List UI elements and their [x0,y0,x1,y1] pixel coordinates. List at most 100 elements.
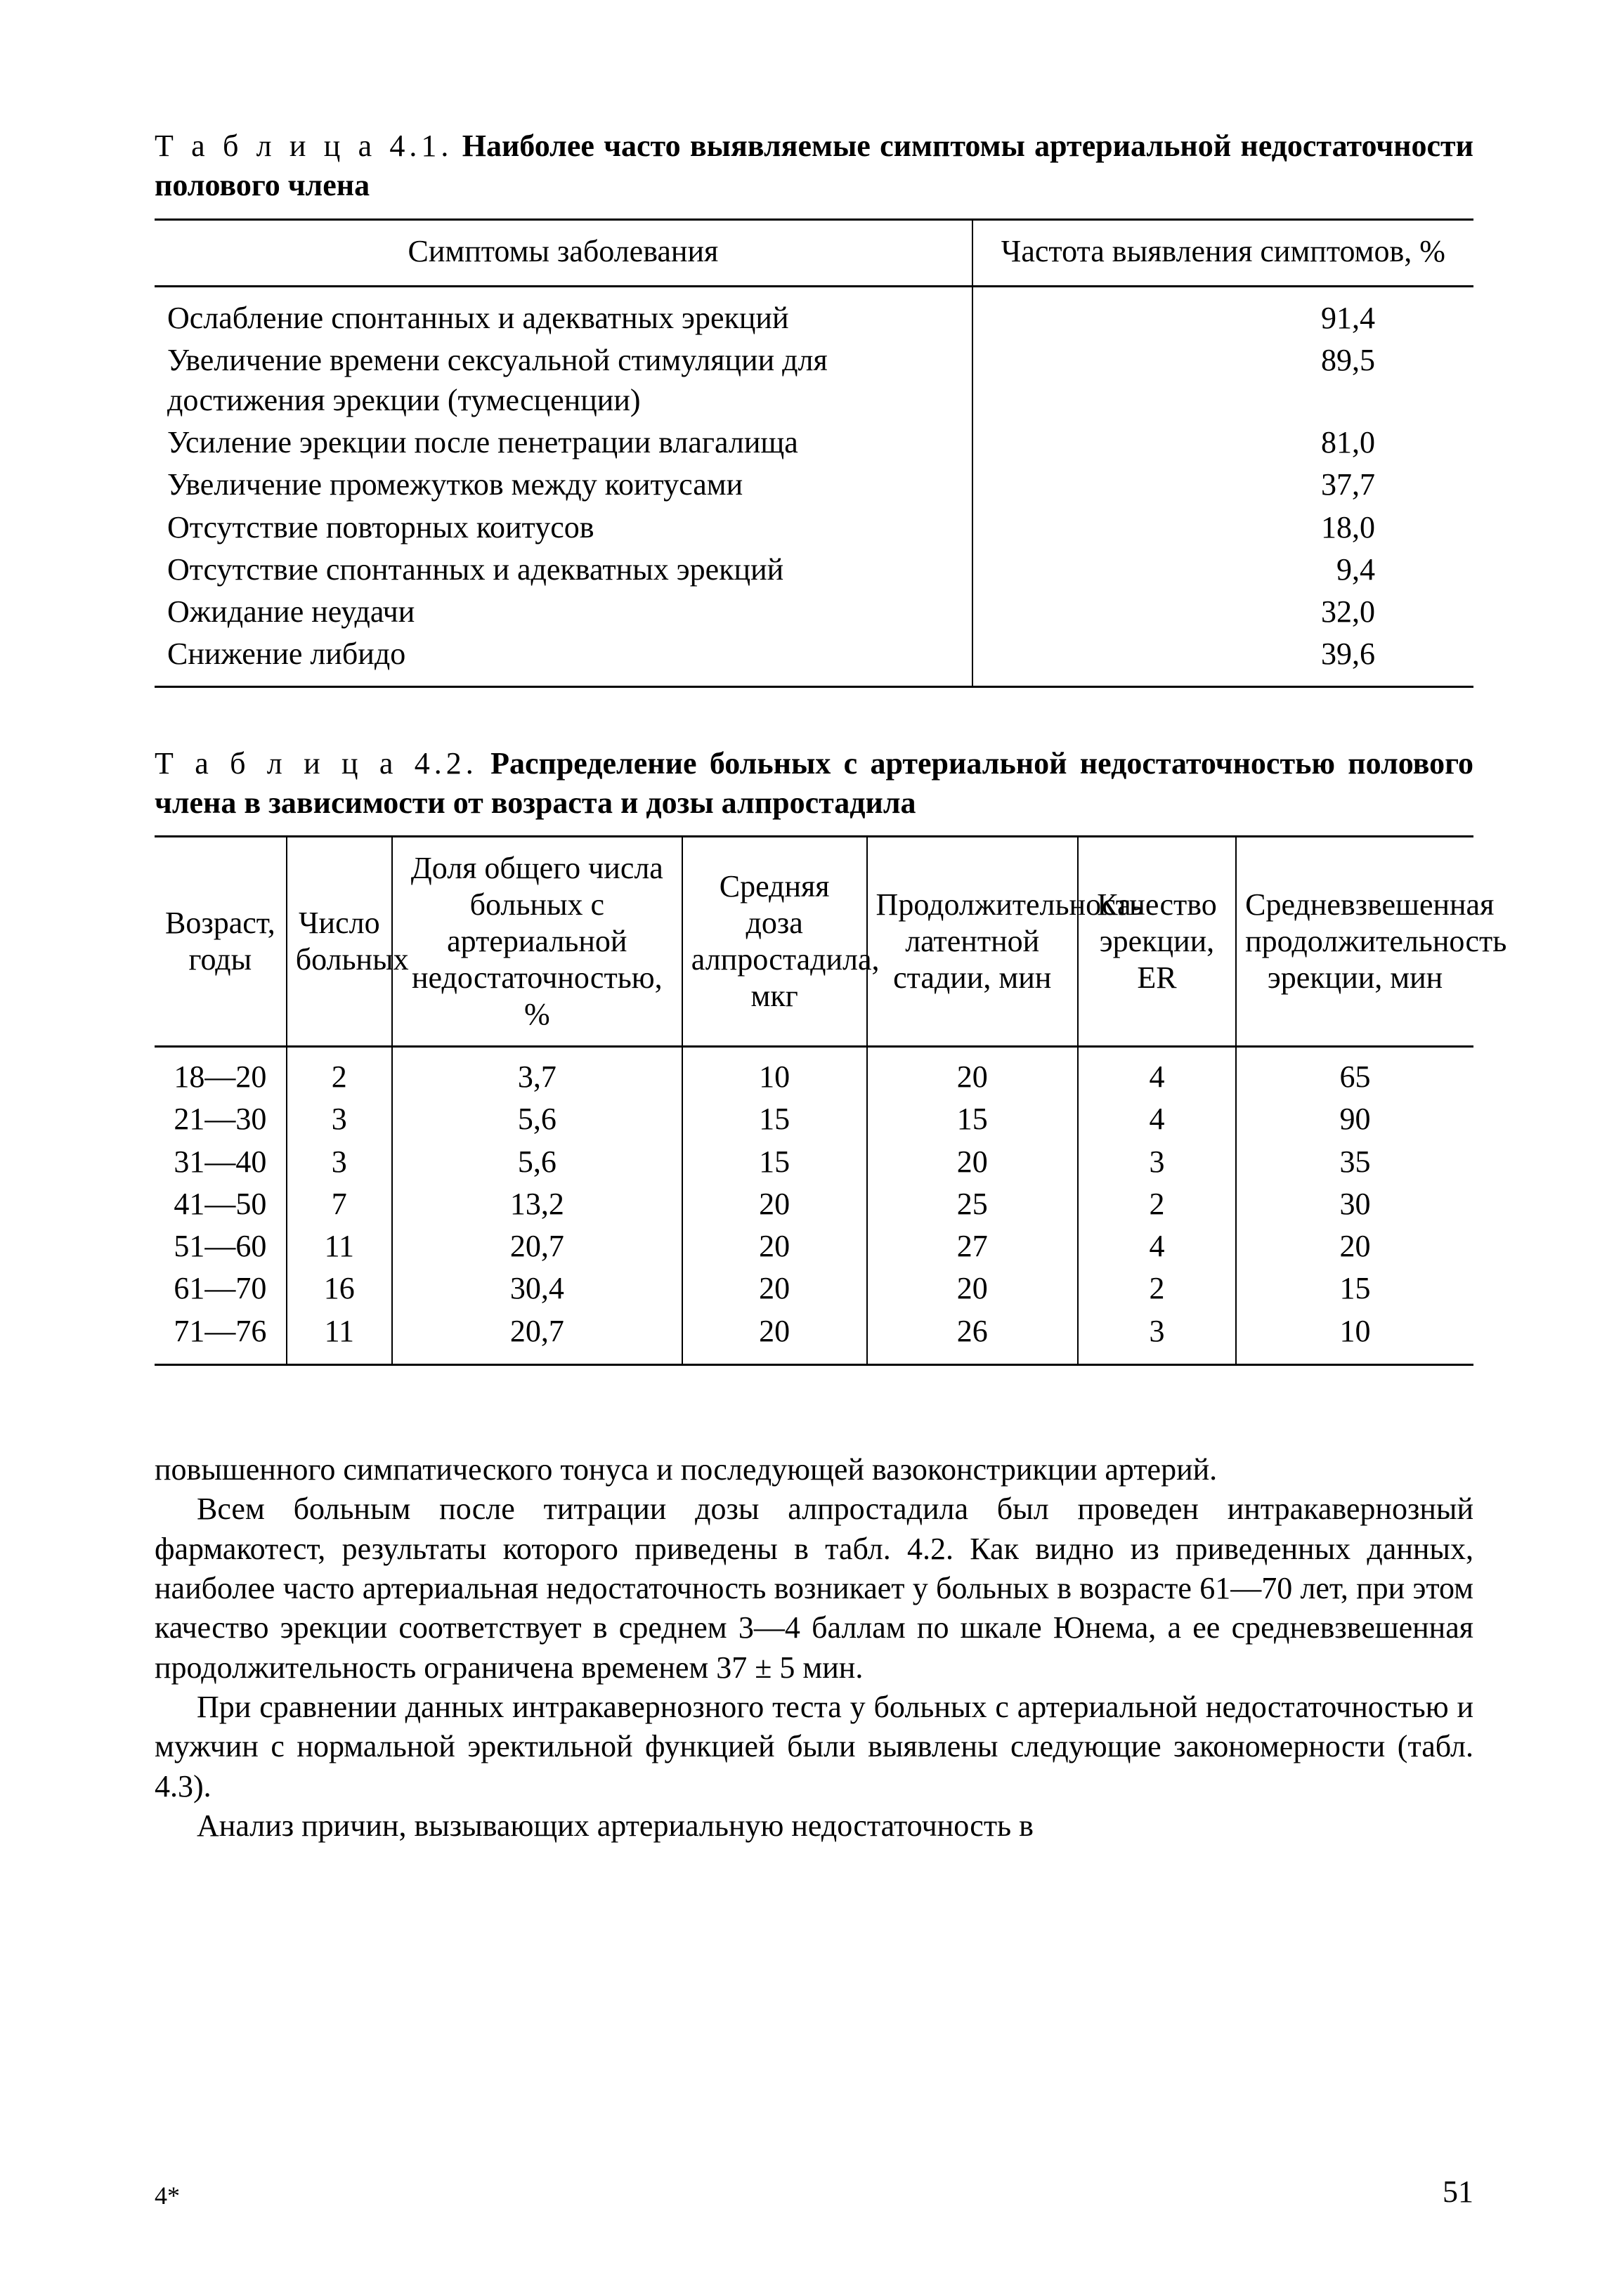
table-row: Ослабление спонтанных и адекватных эрекц… [155,286,1473,339]
table-row: 41—50713,22025230 [155,1183,1473,1225]
cell: 41—50 [155,1183,287,1225]
cell: 4 [1078,1225,1236,1267]
cell: 11 [287,1310,392,1365]
cell: 20,7 [392,1310,682,1365]
table-row: 61—701630,42020215 [155,1267,1473,1310]
body-text: повышенного симпатического тонуса и посл… [155,1450,1473,1846]
cell: 26 [867,1310,1078,1365]
table-4-2-col-age: Возраст, годы [155,837,287,1047]
table-row: 18—2023,71020465 [155,1046,1473,1098]
cell: 21—30 [155,1098,287,1140]
cell: 2 [287,1046,392,1098]
cell: 10 [682,1046,867,1098]
cell: 3,7 [392,1046,682,1098]
cell: 71—76 [155,1310,287,1365]
cell: 35 [1236,1141,1473,1183]
cell: 31—40 [155,1141,287,1183]
cell: 7 [287,1183,392,1225]
cell: 18—20 [155,1046,287,1098]
page-number: 51 [1443,2172,1473,2212]
cell: 20 [682,1267,867,1310]
cell: Увеличение времени сексуальной стимуляци… [155,339,972,422]
cell: 10 [1236,1310,1473,1365]
cell: 91,4 [972,286,1473,339]
cell: 20 [1236,1225,1473,1267]
cell: 30 [1236,1183,1473,1225]
table-4-2-caption: Т а б л и ц а 4.2. Распределение больных… [155,744,1473,823]
cell: Ожидание неудачи [155,591,972,633]
table-row: Увеличение времени сексуальной стимуляци… [155,339,1473,422]
table-row: Усиление эрекции после пенетрации влагал… [155,422,1473,464]
cell: 15 [1236,1267,1473,1310]
cell: 5,6 [392,1098,682,1140]
table-4-2-col-duration: Средневзвешенная продолжительность эрекц… [1236,837,1473,1047]
cell: 11 [287,1225,392,1267]
cell: 3 [287,1141,392,1183]
cell: Ослабление спонтанных и адекватных эрекц… [155,286,972,339]
table-row: 31—4035,61520335 [155,1141,1473,1183]
paragraph: повышенного симпатического тонуса и посл… [155,1450,1473,1489]
cell: 15 [682,1098,867,1140]
paragraph: Всем больным после титрации дозы алпрост… [155,1489,1473,1688]
cell: 2 [1078,1267,1236,1310]
table-4-1-label: Т а б л и ц а 4.1. [155,129,453,163]
cell: 4 [1078,1098,1236,1140]
cell: 89,5 [972,339,1473,422]
cell: 61—70 [155,1267,287,1310]
signature-mark: 4* [155,2179,180,2212]
cell: 20 [682,1225,867,1267]
table-4-1-col-freq: Частота выявления симптомов, % [972,219,1473,286]
cell: 20 [867,1141,1078,1183]
cell: 39,6 [972,633,1473,686]
table-4-2-col-n: Число больных [287,837,392,1047]
cell: 3 [1078,1310,1236,1365]
cell: 90 [1236,1098,1473,1140]
cell: 3 [287,1098,392,1140]
table-row: Отсутствие спонтанных и адекватных эрекц… [155,549,1473,591]
table-row: Отсутствие повторных коитусов18,0 [155,507,1473,549]
paragraph: Анализ причин, вызывающих артериальную н… [155,1806,1473,1846]
cell: 16 [287,1267,392,1310]
table-4-1-caption: Т а б л и ц а 4.1. Наиболее часто выявля… [155,126,1473,206]
cell: 20,7 [392,1225,682,1267]
cell: 30,4 [392,1267,682,1310]
table-4-2: Возраст, годы Число больных Доля общего … [155,835,1473,1366]
table-row: 51—601120,72027420 [155,1225,1473,1267]
table-4-2-col-dose: Средняя доза алпростадила, мкг [682,837,867,1047]
table-4-1: Симптомы заболевания Частота выявления с… [155,218,1473,688]
cell: Снижение либидо [155,633,972,686]
cell: 4 [1078,1046,1236,1098]
cell: 15 [682,1141,867,1183]
table-4-2-label: Т а б л и ц а 4.2. [155,746,478,781]
cell: 9,4 [972,549,1473,591]
cell: 20 [682,1183,867,1225]
table-row: 71—761120,72026310 [155,1310,1473,1365]
cell: 51—60 [155,1225,287,1267]
table-row: Ожидание неудачи32,0 [155,591,1473,633]
cell: 18,0 [972,507,1473,549]
table-row: 21—3035,61515490 [155,1098,1473,1140]
table-4-2-col-latent: Продолжительность латентной стадии, мин [867,837,1078,1047]
cell: 25 [867,1183,1078,1225]
cell: 65 [1236,1046,1473,1098]
cell: Усиление эрекции после пенетрации влагал… [155,422,972,464]
paragraph: При сравнении данных интракавернозного т… [155,1688,1473,1806]
cell: 3 [1078,1141,1236,1183]
table-row: Снижение либидо39,6 [155,633,1473,686]
cell: 20 [682,1310,867,1365]
cell: 81,0 [972,422,1473,464]
cell: 15 [867,1098,1078,1140]
cell: 20 [867,1046,1078,1098]
table-row: Увеличение промежутков между коитусами37… [155,464,1473,506]
table-4-2-col-share: Доля общего числа больных с артериальной… [392,837,682,1047]
table-4-1-col-symptom: Симптомы заболевания [155,219,972,286]
cell: Отсутствие спонтанных и адекватных эрекц… [155,549,972,591]
cell: 37,7 [972,464,1473,506]
cell: 20 [867,1267,1078,1310]
cell: Увеличение промежутков между коитусами [155,464,972,506]
cell: Отсутствие повторных коитусов [155,507,972,549]
cell: 2 [1078,1183,1236,1225]
cell: 13,2 [392,1183,682,1225]
cell: 5,6 [392,1141,682,1183]
table-4-2-col-er: Качество эрекции, ER [1078,837,1236,1047]
